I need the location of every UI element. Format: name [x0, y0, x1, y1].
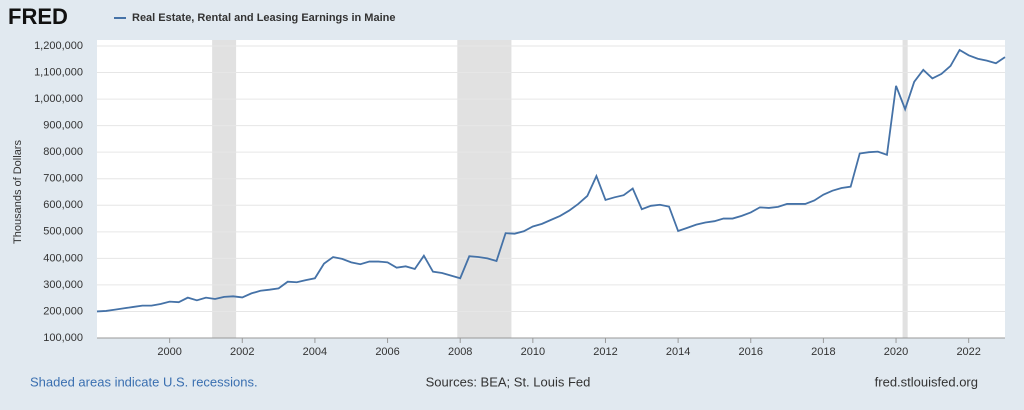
y-tick-label: 400,000 — [43, 252, 83, 264]
x-tick-label: 2020 — [884, 346, 908, 358]
y-tick-label: 1,000,000 — [34, 93, 83, 105]
recession-band — [212, 40, 237, 338]
logo: FRED — [8, 4, 68, 29]
x-tick-label: 2022 — [956, 346, 980, 358]
plot-area — [97, 40, 1005, 338]
x-tick-label: 2018 — [811, 346, 835, 358]
x-tick-label: 2000 — [157, 346, 181, 358]
site-url: fred.stlouisfed.org — [875, 374, 978, 389]
x-tick-label: 2010 — [521, 346, 545, 358]
y-tick-label: 200,000 — [43, 305, 83, 317]
sources: Sources: BEA; St. Louis Fed — [426, 374, 591, 389]
x-tick-label: 2004 — [303, 346, 327, 358]
y-tick-label: 300,000 — [43, 279, 83, 291]
recession-band — [902, 40, 908, 338]
y-tick-label: 1,200,000 — [34, 40, 83, 52]
y-tick-label: 500,000 — [43, 226, 83, 238]
y-tick-label: 700,000 — [43, 173, 83, 185]
y-tick-label: 800,000 — [43, 146, 83, 158]
series-line — [96, 48, 1006, 313]
x-tick-label: 2014 — [666, 346, 690, 358]
x-tick-label: 2002 — [230, 346, 254, 358]
y-axis-label: Thousands of Dollars — [12, 140, 24, 244]
y-tick-label: 100,000 — [43, 332, 83, 344]
y-tick-label: 600,000 — [43, 199, 83, 211]
x-tick-label: 2008 — [448, 346, 472, 358]
recession-note: Shaded areas indicate U.S. recessions. — [30, 374, 258, 389]
recession-band — [457, 40, 512, 338]
legend-label: Real Estate, Rental and Leasing Earnings… — [132, 12, 395, 24]
x-tick-label: 2016 — [739, 346, 763, 358]
y-tick-label: 1,100,000 — [34, 66, 83, 78]
y-tick-label: 900,000 — [43, 120, 83, 132]
x-tick-label: 2012 — [593, 346, 617, 358]
x-tick-label: 2006 — [375, 346, 399, 358]
